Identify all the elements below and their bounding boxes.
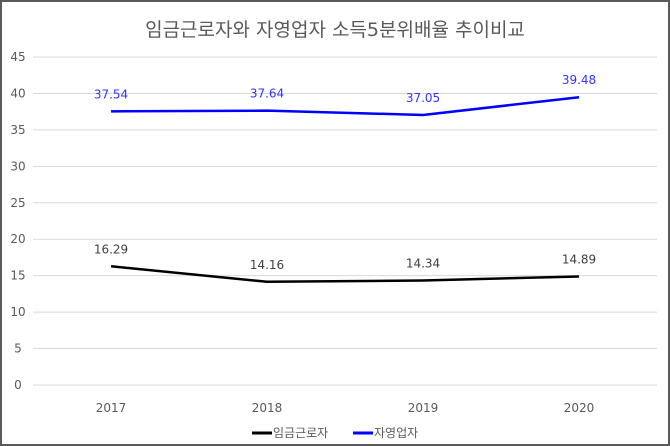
data-label: 16.29	[94, 242, 128, 256]
y-tick-label: 25	[10, 196, 25, 210]
data-label: 14.89	[562, 252, 596, 266]
data-label: 37.54	[94, 87, 128, 101]
y-tick-label: 20	[10, 232, 25, 246]
legend-label: 자영업자	[374, 426, 418, 440]
y-tick-label: 45	[10, 50, 25, 64]
y-tick-label: 10	[10, 305, 25, 319]
series-line-1	[110, 95, 580, 117]
x-tick-label: 2017	[96, 401, 127, 415]
data-label: 37.64	[250, 87, 284, 101]
data-label: 14.34	[406, 256, 440, 270]
x-tick-label: 2018	[252, 401, 283, 415]
data-label: 37.05	[406, 91, 440, 105]
x-tick-label: 2020	[564, 401, 595, 415]
data-label: 14.16	[250, 258, 284, 272]
y-tick-label: 30	[10, 159, 25, 173]
y-tick-label: 15	[10, 269, 25, 283]
legend-label: 임금근로자	[273, 426, 328, 440]
y-tick-label: 0	[14, 378, 22, 392]
y-tick-label: 40	[10, 86, 25, 100]
y-tick-label: 5	[14, 342, 22, 356]
y-tick-label: 35	[10, 123, 25, 137]
data-label: 39.48	[562, 73, 596, 87]
series-line-0	[110, 265, 580, 284]
chart-title: 임금근로자와 자영업자 소득5분위배율 추이비교	[145, 19, 525, 41]
x-tick-label: 2019	[408, 401, 439, 415]
